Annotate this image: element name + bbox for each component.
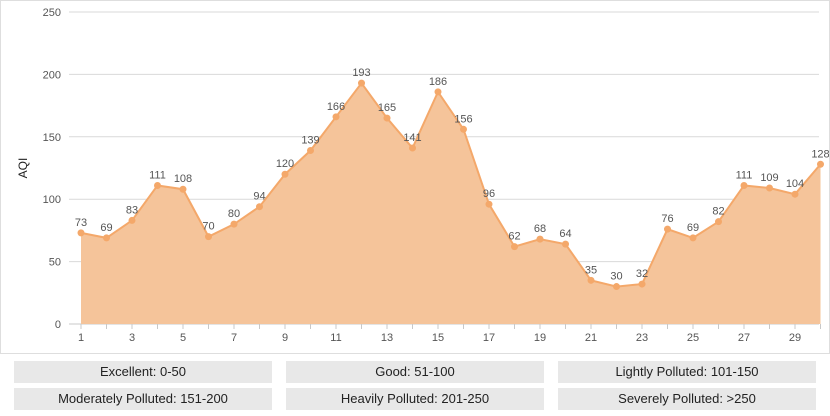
data-point <box>689 234 697 242</box>
data-point <box>332 113 340 121</box>
x-tick-label: 25 <box>687 332 699 344</box>
x-tick-label: 21 <box>585 332 597 344</box>
data-label: 128 <box>811 148 829 160</box>
data-point <box>638 280 646 288</box>
data-point <box>562 240 569 248</box>
data-label: 120 <box>276 158 294 170</box>
x-tick-label: 11 <box>330 332 341 344</box>
data-label: 193 <box>352 67 370 79</box>
x-tick-label: 23 <box>636 332 648 344</box>
data-point <box>587 276 595 284</box>
data-label: 80 <box>228 208 240 220</box>
data-label: 62 <box>508 231 520 243</box>
data-label: 94 <box>253 191 265 203</box>
data-label: 32 <box>636 268 648 280</box>
y-tick-label: 50 <box>49 257 61 269</box>
data-label: 165 <box>378 102 396 114</box>
data-point <box>205 233 212 241</box>
data-label: 186 <box>429 76 447 88</box>
data-point <box>230 220 238 228</box>
data-point <box>511 243 518 251</box>
data-label: 96 <box>483 188 495 200</box>
data-point <box>740 181 748 189</box>
x-tick-label: 9 <box>282 332 288 344</box>
data-label: 109 <box>760 172 778 184</box>
data-label: 139 <box>301 135 319 147</box>
data-label: 156 <box>454 113 472 125</box>
data-label: 82 <box>712 206 724 218</box>
x-tick-label: 15 <box>432 332 444 344</box>
data-point <box>383 114 391 122</box>
series-line <box>80 81 822 288</box>
chart-frame: 0 50 100 150 200 250 AQI 1 3 5 7 9 11 13 15 17 19 21 23 25 2… <box>0 0 830 354</box>
x-tick-label: 19 <box>534 332 546 344</box>
data-point <box>485 200 493 208</box>
data-point <box>460 125 467 133</box>
data-point <box>766 184 773 192</box>
data-label: 69 <box>687 222 699 234</box>
legend-moderately-polluted: Moderately Polluted: 151-200 <box>14 388 272 410</box>
data-label: 30 <box>610 271 622 283</box>
data-label: 108 <box>174 173 192 185</box>
data-point <box>817 160 824 168</box>
x-tick-label: 13 <box>381 332 393 344</box>
y-tick-label: 250 <box>43 7 61 19</box>
legend-severely-polluted-label: Severely Polluted: >250 <box>618 391 756 406</box>
area-fill <box>81 83 821 324</box>
data-point <box>154 181 161 189</box>
legend-moderately-polluted-label: Moderately Polluted: 151-200 <box>58 391 228 406</box>
y-tick-label: 0 <box>55 319 61 331</box>
data-label: 111 <box>736 169 753 181</box>
data-point <box>179 185 187 193</box>
x-tick-label: 5 <box>180 332 186 344</box>
data-point <box>791 190 799 198</box>
x-tick-label: 27 <box>738 332 750 344</box>
data-label: 76 <box>661 213 673 225</box>
legend-lightly-polluted: Lightly Polluted: 101-150 <box>558 361 816 383</box>
data-label: 141 <box>403 132 421 144</box>
x-tick-label: 29 <box>789 332 801 344</box>
legend-good: Good: 51-100 <box>286 361 544 383</box>
data-point <box>715 218 722 226</box>
legend-lightly-polluted-label: Lightly Polluted: 101-150 <box>615 364 759 379</box>
data-point <box>536 235 544 243</box>
x-tick-label: 7 <box>231 332 237 344</box>
data-point <box>256 203 263 211</box>
data-point <box>307 147 314 155</box>
data-label: 70 <box>202 221 214 233</box>
x-tick-label: 1 <box>78 332 84 344</box>
data-point <box>281 170 289 178</box>
data-point <box>664 225 671 233</box>
y-tick-label: 150 <box>43 132 61 144</box>
x-tick-label: 3 <box>129 332 135 344</box>
data-label: 104 <box>786 178 804 190</box>
legend-severely-polluted: Severely Polluted: >250 <box>558 388 816 410</box>
y-tick-label: 200 <box>43 69 61 81</box>
data-point <box>434 88 442 96</box>
x-tick-label: 17 <box>483 332 495 344</box>
legend-good-label: Good: 51-100 <box>375 364 455 379</box>
data-label: 73 <box>75 217 87 229</box>
data-point <box>409 144 416 152</box>
data-point <box>103 234 110 242</box>
data-label: 83 <box>126 204 138 216</box>
data-point <box>613 283 620 291</box>
y-axis-label: AQI <box>16 158 30 179</box>
data-label: 69 <box>100 222 112 234</box>
data-label: 166 <box>327 101 345 113</box>
legend-excellent-label: Excellent: 0-50 <box>100 364 186 379</box>
legend-excellent: Excellent: 0-50 <box>14 361 272 383</box>
legend-heavily-polluted: Heavily Polluted: 201-250 <box>286 388 544 410</box>
data-label: 35 <box>585 264 597 276</box>
data-label: 64 <box>559 228 571 240</box>
legend-heavily-polluted-label: Heavily Polluted: 201-250 <box>340 391 490 406</box>
y-tick-label: 100 <box>43 194 61 206</box>
data-point <box>77 229 85 237</box>
data-label: 111 <box>149 169 166 181</box>
data-label: 68 <box>534 223 546 235</box>
data-point <box>128 216 136 224</box>
data-point <box>358 79 365 87</box>
